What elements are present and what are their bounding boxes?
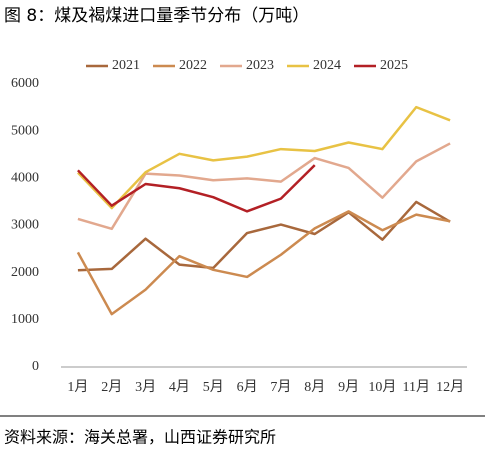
x-tick-label: 10月 bbox=[368, 379, 396, 395]
x-tick-label: 2月 bbox=[101, 379, 122, 395]
x-tick-label: 9月 bbox=[338, 379, 359, 395]
x-tick-label: 7月 bbox=[270, 379, 291, 395]
y-tick-label: 6000 bbox=[11, 76, 39, 91]
y-tick-label: 1000 bbox=[11, 312, 39, 327]
x-tick-label: 6月 bbox=[237, 379, 258, 395]
legend-label: 2023 bbox=[246, 58, 274, 73]
legend-label: 2021 bbox=[112, 58, 140, 73]
series-line bbox=[76, 210, 451, 316]
y-tick-label: 4000 bbox=[11, 171, 39, 186]
x-tick-label: 3月 bbox=[135, 379, 156, 395]
series-line bbox=[77, 105, 451, 210]
legend-label: 2024 bbox=[313, 58, 341, 73]
x-tick-label: 11月 bbox=[403, 379, 430, 395]
chart-title: 图 8：煤及褐煤进口量季节分布（万吨） bbox=[4, 6, 309, 26]
y-tick-label: 0 bbox=[32, 359, 39, 374]
x-tick-label: 5月 bbox=[203, 379, 224, 395]
x-tick-label: 12月 bbox=[436, 379, 464, 395]
series-line bbox=[77, 200, 451, 272]
series-line bbox=[77, 164, 316, 213]
y-tick-label: 2000 bbox=[11, 265, 39, 280]
source: 资料来源：海关总署，山西证券研究所 bbox=[4, 428, 276, 447]
legend-label: 2022 bbox=[179, 58, 207, 73]
y-tick-label: 3000 bbox=[11, 218, 39, 233]
x-tick-label: 1月 bbox=[67, 379, 88, 395]
series-line bbox=[77, 142, 451, 231]
x-tick-label: 4月 bbox=[169, 379, 190, 395]
legend-label: 2025 bbox=[380, 58, 408, 73]
x-tick-label: 8月 bbox=[304, 379, 325, 395]
y-tick-label: 5000 bbox=[11, 123, 39, 138]
